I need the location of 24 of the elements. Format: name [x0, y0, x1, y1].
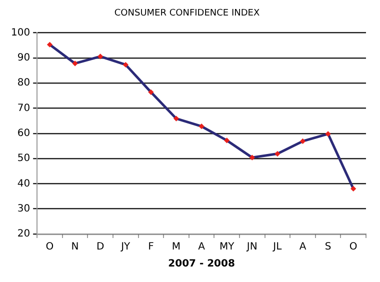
- y-tick-label: 30: [17, 203, 30, 214]
- x-tick-label: D: [96, 242, 104, 253]
- x-axis-title: 2007 - 2008: [168, 258, 235, 270]
- y-tick-label: 40: [17, 178, 30, 190]
- x-tick-label: JN: [246, 242, 258, 253]
- x-tick-label: MY: [219, 242, 236, 253]
- x-tick-label: F: [148, 242, 154, 253]
- y-tick-label: 70: [17, 102, 30, 114]
- x-tick-label: O: [46, 242, 54, 253]
- chart-title: CONSUMER CONFIDENCE INDEX: [114, 8, 260, 19]
- x-tick-label: N: [71, 242, 79, 253]
- y-tick-label: 100: [10, 27, 30, 38]
- x-tick-label: JL: [272, 242, 282, 253]
- y-tick-label: 60: [17, 128, 30, 139]
- x-tick-label: S: [324, 242, 332, 253]
- y-tick-label: 90: [17, 52, 30, 64]
- x-tick-label: A: [299, 242, 306, 253]
- x-tick-label: M: [172, 242, 181, 253]
- y-tick-label: 50: [17, 153, 30, 164]
- x-tick-label: A: [198, 242, 206, 253]
- x-tick-label: O: [349, 242, 358, 253]
- y-tick-label: 80: [17, 78, 30, 89]
- x-tick-label: JY: [120, 242, 132, 253]
- y-tick-label: 20: [17, 228, 30, 240]
